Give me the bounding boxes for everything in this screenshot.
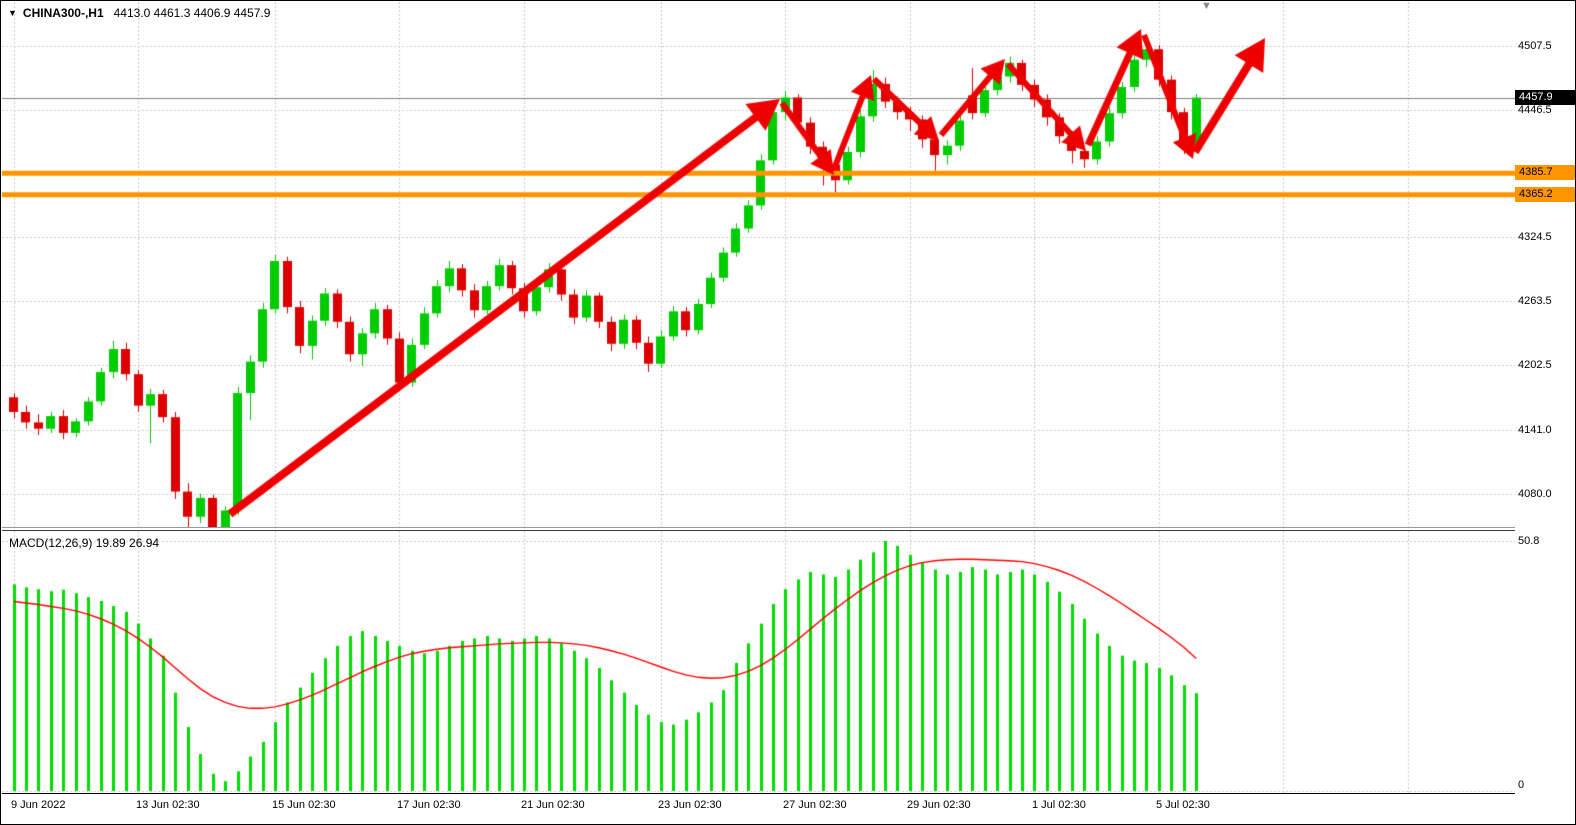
time-tick-label: 1 Jul 02:30 — [1032, 799, 1086, 811]
price-tick-label: 4263.5 — [1518, 295, 1552, 307]
current-price-label: 4457.9 — [1515, 90, 1575, 105]
time-tick-label: 23 Jun 02:30 — [658, 799, 722, 811]
macd-canvas[interactable] — [2, 531, 1515, 793]
price-tick-label: 4446.5 — [1518, 104, 1552, 116]
time-tick-label: 9 Jun 2022 — [11, 799, 66, 811]
macd-indicator-label: MACD(12,26,9) 19.89 26.94 — [9, 536, 160, 550]
hline-price-label: 4365.2 — [1515, 187, 1575, 202]
time-tick-label: 29 Jun 02:30 — [907, 799, 971, 811]
time-tick-label: 13 Jun 02:30 — [136, 799, 200, 811]
price-tick-label: 4080.0 — [1518, 488, 1552, 500]
time-tick-label: 17 Jun 02:30 — [397, 799, 461, 811]
time-tick-label: 21 Jun 02:30 — [521, 799, 585, 811]
macd-tick-label: 0 — [1518, 779, 1525, 791]
price-chart-canvas[interactable] — [2, 2, 1515, 527]
symbol-dropdown-icon[interactable]: ▼ — [8, 8, 17, 18]
time-tick-label: 5 Jul 02:30 — [1156, 799, 1210, 811]
chart-header: ▼ CHINA300-,H1 4413.0 4461.3 4406.9 4457.9 — [8, 6, 270, 20]
symbol-timeframe-label: CHINA300-,H1 — [22, 6, 104, 20]
ohlc-values-label: 4413.0 4461.3 4406.9 4457.9 — [113, 6, 271, 20]
price-axis[interactable]: 4507.5 4446.5 4324.5 4263.5 4202.5 4141.0 4080… — [1515, 1, 1575, 824]
price-tick-label: 4507.5 — [1518, 40, 1552, 52]
price-tick-label: 4324.5 — [1518, 231, 1552, 243]
chart-shift-marker-icon[interactable]: ▼ — [1201, 0, 1212, 12]
hline-price-label: 4385.7 — [1515, 165, 1575, 180]
macd-tick-label: 50.8 — [1518, 535, 1540, 547]
price-tick-label: 4141.0 — [1518, 424, 1552, 436]
time-axis[interactable]: 9 Jun 2022 13 Jun 02:30 15 Jun 02:30 17 Jun… — [2, 793, 1515, 824]
time-tick-label: 27 Jun 02:30 — [783, 799, 847, 811]
price-tick-label: 4202.5 — [1518, 359, 1552, 371]
time-tick-label: 15 Jun 02:30 — [272, 799, 336, 811]
panel-separator[interactable] — [2, 527, 1515, 531]
